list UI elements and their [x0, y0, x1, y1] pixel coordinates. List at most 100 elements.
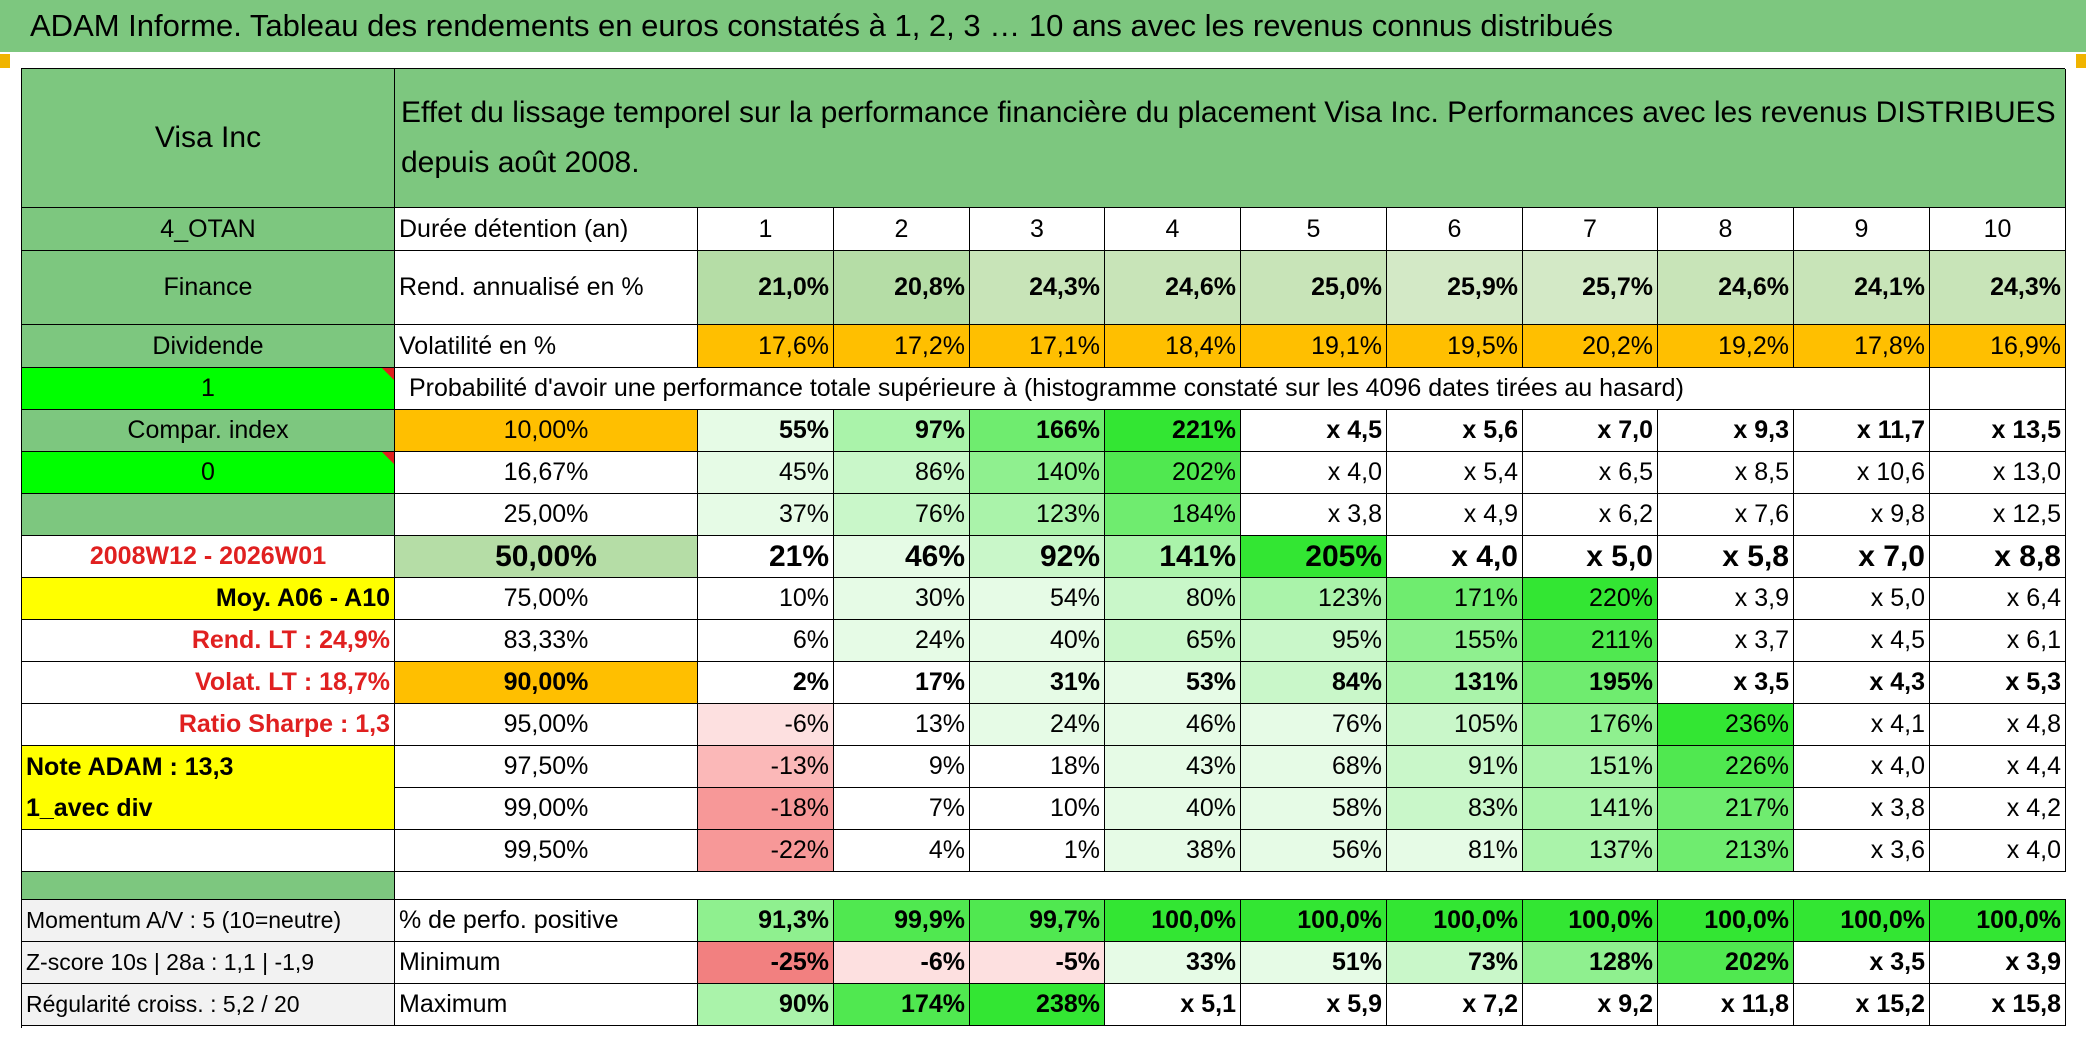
prob-cell: x 4,3 [1794, 662, 1930, 704]
prob-cell: x 6,4 [1930, 578, 2066, 620]
prob-cell: 205% [1241, 536, 1387, 578]
regularite-label: Régularité croiss. : 5,2 / 20 [22, 984, 395, 1026]
prob-cell: x 4,5 [1241, 410, 1387, 452]
input-box-0[interactable]: 0 [22, 452, 395, 494]
prob-cell: 155% [1387, 620, 1523, 662]
input-box-1[interactable]: 1 [22, 368, 395, 410]
prob-cell: -22% [698, 830, 834, 872]
prob-cell: 166% [970, 410, 1105, 452]
prob-pct: 83,33% [395, 620, 698, 662]
period-label: 2008W12 - 2026W01 [22, 536, 395, 578]
positive-cell: 100,0% [1105, 900, 1241, 942]
min-cell: x 3,9 [1930, 942, 2066, 984]
prob-cell: 37% [698, 494, 834, 536]
prob-cell: 13% [834, 704, 970, 746]
prob-cell: -13% [698, 746, 834, 788]
prob-cell: 45% [698, 452, 834, 494]
prob-cell: 55% [698, 410, 834, 452]
prob-cell: 220% [1523, 578, 1658, 620]
rend-cell: 24,6% [1105, 251, 1241, 325]
rend-cell: 24,3% [970, 251, 1105, 325]
year-7: 7 [1523, 208, 1658, 251]
prob-cell: x 9,8 [1794, 494, 1930, 536]
prob-cell: 10% [970, 788, 1105, 830]
year-9: 9 [1794, 208, 1930, 251]
prob-cell: x 9,3 [1658, 410, 1794, 452]
positive-cell: 100,0% [1523, 900, 1658, 942]
prob-cell: 140% [970, 452, 1105, 494]
max-cell: x 15,2 [1794, 984, 1930, 1026]
prob-cell: 80% [1105, 578, 1241, 620]
prob-cell: x 5,8 [1658, 536, 1794, 578]
prob-pct: 95,00% [395, 704, 698, 746]
vol-cell: 17,2% [834, 325, 970, 368]
min-cell: x 3,5 [1794, 942, 1930, 984]
momentum-label: Momentum A/V : 5 (10=neutre) [22, 900, 395, 942]
zscore-label: Z-score 10s | 28a : 1,1 | -1,9 [22, 942, 395, 984]
prob-cell: x 4,0 [1241, 452, 1387, 494]
prob-pct: 10,00% [395, 410, 698, 452]
min-cell: 33% [1105, 942, 1241, 984]
prob-cell: 141% [1105, 536, 1241, 578]
positive-cell: 100,0% [1241, 900, 1387, 942]
prob-cell: x 12,5 [1930, 494, 2066, 536]
gap-row [395, 872, 2066, 900]
prob-cell: -18% [698, 788, 834, 830]
prob-cell: x 4,1 [1794, 704, 1930, 746]
prob-cell: 43% [1105, 746, 1241, 788]
rend-lt-label: Rend. LT : 24,9% [22, 620, 395, 662]
prob-cell: 7% [834, 788, 970, 830]
year-10: 10 [1930, 208, 2066, 251]
compar-index-label: Compar. index [22, 410, 395, 452]
vol-cell: 17,8% [1794, 325, 1930, 368]
sector-label: Finance [22, 251, 395, 325]
prob-cell: 211% [1523, 620, 1658, 662]
prob-cell: x 13,5 [1930, 410, 2066, 452]
max-label: Maximum [395, 984, 698, 1026]
prob-cell: x 4,5 [1794, 620, 1930, 662]
year-3: 3 [970, 208, 1105, 251]
prob-pct: 75,00% [395, 578, 698, 620]
prob-pct: 25,00% [395, 494, 698, 536]
gap-cell [22, 872, 395, 900]
prob-cell: x 3,9 [1658, 578, 1794, 620]
positive-label: % de perfo. positive [395, 900, 698, 942]
prob-cell: 84% [1241, 662, 1387, 704]
min-label: Minimum [395, 942, 698, 984]
corner-marker-icon [0, 54, 10, 68]
prob-cell: x 4,2 [1930, 788, 2066, 830]
performance-table: Visa Inc Effet du lissage temporel sur l… [21, 68, 2066, 1028]
prob-cell: 30% [834, 578, 970, 620]
prob-cell: 46% [1105, 704, 1241, 746]
prob-cell: 54% [970, 578, 1105, 620]
max-cell: 174% [834, 984, 970, 1026]
prob-cell: 46% [834, 536, 970, 578]
prob-cell: x 5,0 [1794, 578, 1930, 620]
prob-cell: -6% [698, 704, 834, 746]
prob-cell: x 8,8 [1930, 536, 2066, 578]
prob-cell: 56% [1241, 830, 1387, 872]
positive-cell: 91,3% [698, 900, 834, 942]
empty-cell [1930, 368, 2066, 410]
prob-cell: 9% [834, 746, 970, 788]
vol-cell: 17,6% [698, 325, 834, 368]
prob-cell: x 4,9 [1387, 494, 1523, 536]
max-cell: 90% [698, 984, 834, 1026]
prob-cell: 76% [834, 494, 970, 536]
prob-pct: 16,67% [395, 452, 698, 494]
prob-cell: 53% [1105, 662, 1241, 704]
vol-cell: 19,2% [1658, 325, 1794, 368]
positive-cell: 100,0% [1794, 900, 1930, 942]
max-cell: x 9,2 [1523, 984, 1658, 1026]
positive-cell: 100,0% [1658, 900, 1794, 942]
max-cell: 238% [970, 984, 1105, 1026]
prob-cell: 18% [970, 746, 1105, 788]
rend-cell: 20,8% [834, 251, 970, 325]
prob-cell: 76% [1241, 704, 1387, 746]
prob-cell: x 7,0 [1794, 536, 1930, 578]
rend-label: Rend. annualisé en % [395, 251, 698, 325]
prob-cell: x 3,8 [1794, 788, 1930, 830]
positive-cell: 99,9% [834, 900, 970, 942]
prob-cell: 123% [1241, 578, 1387, 620]
prob-cell: 91% [1387, 746, 1523, 788]
